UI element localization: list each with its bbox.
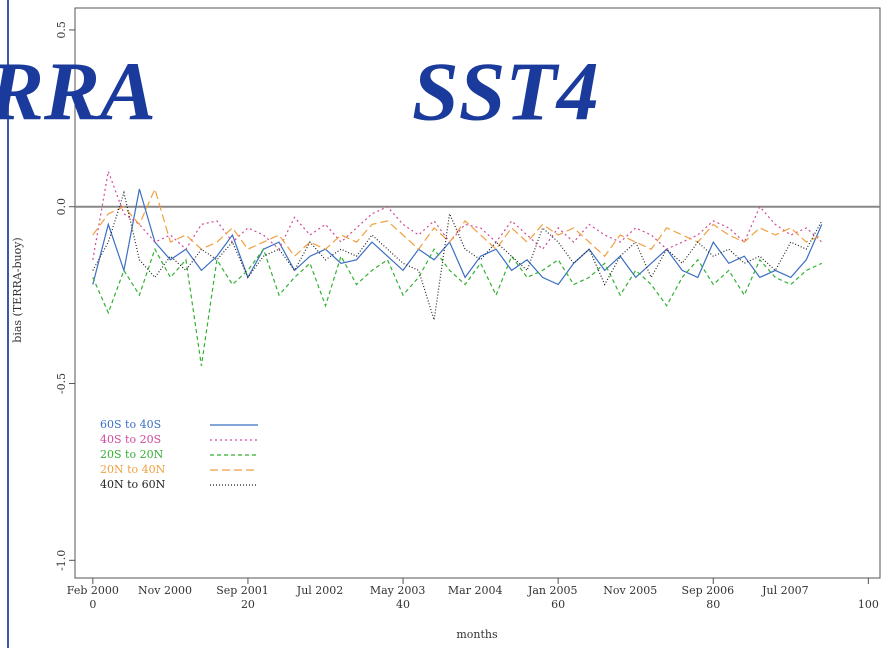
date-tick-label: May 2003 bbox=[370, 584, 426, 597]
legend-label: 20S to 20N bbox=[100, 448, 164, 461]
series-line bbox=[92, 190, 823, 321]
legend-label: 40N to 60N bbox=[100, 478, 166, 491]
x-axis-label: months bbox=[456, 628, 498, 641]
y-axis-label: bias (TERRA-buoy) bbox=[11, 237, 24, 342]
title-right: SST4 bbox=[412, 45, 599, 138]
plot-frame bbox=[74, 7, 881, 579]
date-tick-label: Jul 2007 bbox=[761, 584, 809, 597]
series-line bbox=[92, 188, 823, 286]
date-tick-label: Nov 2005 bbox=[603, 584, 657, 597]
x-tick-label: 80 bbox=[706, 598, 720, 611]
legend-label: 40S to 20S bbox=[100, 433, 161, 446]
legend-label: 20N to 40N bbox=[100, 463, 166, 476]
date-tick-label: Jul 2002 bbox=[296, 584, 344, 597]
date-tick-label: Mar 2004 bbox=[448, 584, 503, 597]
date-tick-label: Feb 2000 bbox=[67, 584, 119, 597]
y-tick-label: -1.0 bbox=[55, 550, 68, 571]
date-tick-label: Sep 2001 bbox=[216, 584, 269, 597]
legend-label: 60S to 40S bbox=[100, 418, 161, 431]
x-tick-label: 60 bbox=[551, 598, 565, 611]
series-line bbox=[92, 169, 823, 260]
x-tick-label: 40 bbox=[396, 598, 410, 611]
series-line bbox=[92, 187, 823, 258]
y-tick-label: -0.5 bbox=[55, 373, 68, 394]
series-line bbox=[92, 247, 823, 366]
date-tick-label: Jan 2005 bbox=[527, 584, 578, 597]
x-tick-label: 20 bbox=[241, 598, 255, 611]
plot-area: 0.5 0.0 -0.5 -1.0 0 20 40 60 80 100 Feb 2000 Nov 20… bbox=[55, 21, 880, 611]
x-tick-label: 100 bbox=[858, 598, 879, 611]
y-tick-label: 0.0 bbox=[55, 198, 68, 216]
y-tick-label: 0.5 bbox=[55, 21, 68, 39]
title-left: RRA bbox=[0, 45, 156, 138]
date-tick-label: Nov 2000 bbox=[138, 584, 192, 597]
date-tick-label: Sep 2006 bbox=[682, 584, 735, 597]
x-tick-label: 0 bbox=[89, 598, 96, 611]
